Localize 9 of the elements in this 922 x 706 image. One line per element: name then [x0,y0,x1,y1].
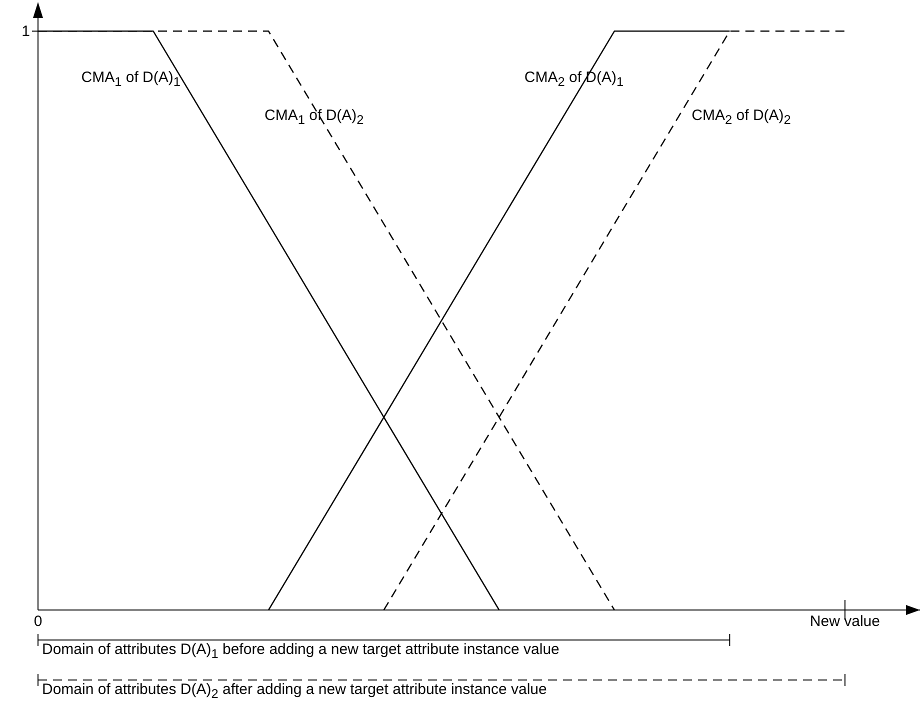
text: 1 [22,23,30,40]
text: Domain of attributes D(A)$_{1}$ before adding a new target attribute instance value [42,641,560,661]
x-tick-label: New value [810,613,880,630]
series-label: CMA$_{2}$ of D(A)$_{1}$ [524,69,624,89]
series-label: CMA$_{1}$ of D(A)$_{1}$ [81,69,180,89]
text: Domain of attributes D(A)$_{2}$ after adding a new target attribute instance value [42,681,547,701]
x-tick-label: 0 [34,613,42,630]
series-label: CMA$_{2}$ of D(A)$_{2}$ [692,107,791,127]
series-label: CMA$_{1}$ of D(A)$_{2}$ [264,107,364,127]
